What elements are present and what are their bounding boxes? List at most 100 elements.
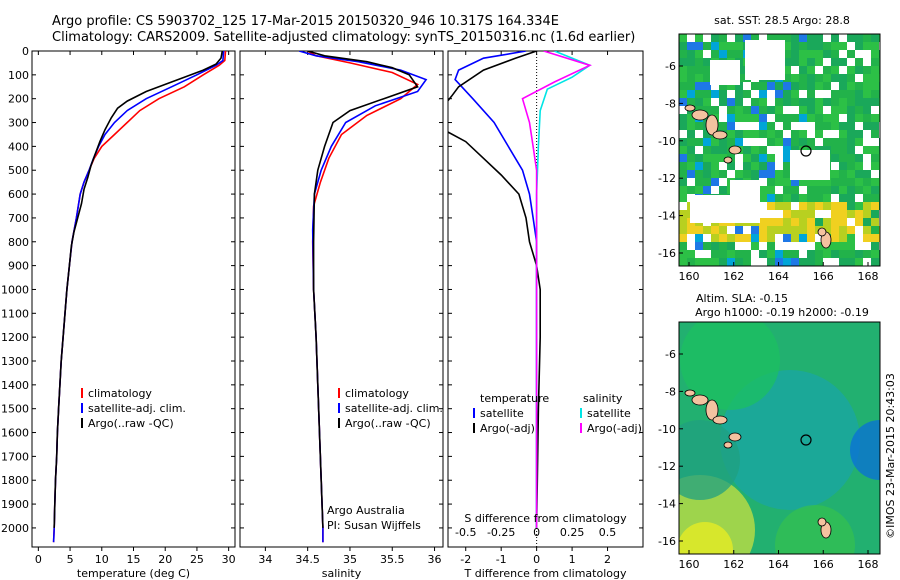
legend-sal-title: salinity (583, 392, 623, 405)
x-tick-label: 25 (190, 553, 204, 566)
map-frame (678, 321, 881, 555)
legend-entry: climatology (88, 387, 152, 400)
y-tick-label: 1200 (1, 331, 29, 344)
y-tick-label: 0 (22, 45, 29, 58)
series-group (448, 51, 593, 547)
map-field (679, 34, 880, 266)
x-axis-label: temperature (deg C) (77, 567, 190, 580)
island (691, 394, 709, 406)
island (712, 130, 728, 140)
series-argo (307, 51, 419, 528)
y-tick-label: 300 (8, 117, 29, 130)
x-tick-label: 0 (35, 553, 42, 566)
island (728, 145, 742, 155)
x-tick-label: 0 (533, 553, 540, 566)
x-axis-label: salinity (322, 567, 362, 580)
x-tick-label: -1 (496, 553, 507, 566)
y-tick-label: 800 (8, 236, 29, 249)
sla-map-title: Altim. SLA: -0.15 (696, 292, 788, 305)
x-tick-label: 34.5 (295, 553, 320, 566)
map-y-tick-label: -12 (658, 172, 676, 185)
island (684, 389, 696, 397)
map-y-tick-label: -14 (658, 210, 676, 223)
island (723, 441, 733, 449)
x-tick-label: 30 (222, 553, 236, 566)
header-line2: Climatology: CARS2009. Satellite-adjuste… (52, 30, 636, 45)
y-tick-label: 700 (8, 212, 29, 225)
series-salinity-argo (521, 51, 593, 528)
y-tick-label: 200 (8, 93, 29, 106)
x2-tick-label: -0.25 (487, 526, 515, 539)
panel-frame (447, 50, 644, 548)
legend-entry: satellite-adj. clim. (345, 402, 443, 415)
x-tick-label: 15 (127, 553, 141, 566)
map-y-tick-label: -16 (658, 535, 676, 548)
map-field (679, 322, 880, 554)
y-tick-label: 500 (8, 164, 29, 177)
legend-entry: climatology (345, 387, 409, 400)
map-y-tick-label: -16 (658, 247, 676, 260)
x-tick-label: 20 (158, 553, 172, 566)
map-y-tick-label: -6 (665, 348, 676, 361)
map-x-tick-label: 166 (813, 558, 834, 571)
y-tick-label: 1800 (1, 474, 29, 487)
y-tick-label: 100 (8, 69, 29, 82)
argo-location-marker (800, 145, 812, 157)
island (705, 114, 719, 136)
y-tick-label: 900 (8, 260, 29, 273)
map-x-tick-label: 160 (679, 270, 700, 283)
legend-entry: Argo(-adj) (480, 422, 535, 435)
legend-entry: satellite-adj. clim. (88, 402, 186, 415)
y-tick-label: 1000 (1, 283, 29, 296)
map-y-tick-label: -6 (665, 60, 676, 73)
x2-tick-label: -0.5 (455, 526, 476, 539)
legend-entry: satellite (587, 407, 631, 420)
y-tick-label: 400 (8, 140, 29, 153)
x-tick-label: 34 (258, 553, 272, 566)
panel-3: -2 -1 0 1 2T difference from climatology -0.5… (447, 50, 644, 580)
series-argo (53, 51, 224, 528)
panel-2: 34 34.5 35 35.5 36 salinity climatology satelli… (239, 50, 444, 580)
map-y-tick-label: -10 (658, 423, 676, 436)
x-tick-label: 1 (569, 553, 576, 566)
x-tick-label: 10 (95, 553, 109, 566)
map-x-tick-label: 168 (858, 558, 879, 571)
map-x-tick-label: 168 (858, 270, 879, 283)
x2-tick-label: 0.5 (599, 526, 617, 539)
argo-location-marker (800, 434, 812, 446)
x-tick-label: 35 (343, 553, 357, 566)
x-tick-label: 2 (604, 553, 611, 566)
map-y-tick-label: -8 (665, 97, 676, 110)
x-tick-label: 36 (428, 553, 442, 566)
panel-frame (31, 50, 236, 548)
y-tick-label: 1600 (1, 427, 29, 440)
map-frame (678, 33, 881, 267)
island (705, 399, 719, 421)
credit-label: ©IMOS 23-Mar-2015 20:43:03 (884, 373, 897, 539)
map-x-tick-label: 166 (813, 270, 834, 283)
y-tick-label: 1900 (1, 498, 29, 511)
map-y-tick-label: -14 (658, 498, 676, 511)
y-tick-label: 1500 (1, 403, 29, 416)
y-tick-label: 600 (8, 188, 29, 201)
island (728, 432, 742, 442)
map-x-tick-label: 160 (679, 558, 700, 571)
map-x-tick-label: 164 (768, 270, 789, 283)
y-tick-label: 1100 (1, 307, 29, 320)
y-tick-label: 1400 (1, 379, 29, 392)
x-axis-label: T difference from climatology (464, 567, 627, 580)
series-temperature-argo (448, 51, 541, 528)
x-tick-label: 5 (67, 553, 74, 566)
panel-1: 0 5 10 15 20 25 30 temperature (deg C) 0 100 200 30… (1, 45, 236, 580)
header-line1: Argo profile: CS 5903702_125 17-Mar-2015… (52, 14, 560, 29)
island (723, 156, 733, 164)
y-tick-label: 1300 (1, 355, 29, 368)
map-y-tick-label: -12 (658, 460, 676, 473)
map-y-tick-label: -8 (665, 385, 676, 398)
island (684, 104, 696, 112)
legend-temp-title: temperature (480, 392, 549, 405)
map-x-tick-label: 162 (723, 558, 744, 571)
x2-axis-label: S difference from climatology (464, 512, 627, 525)
panel-frame (239, 50, 444, 548)
